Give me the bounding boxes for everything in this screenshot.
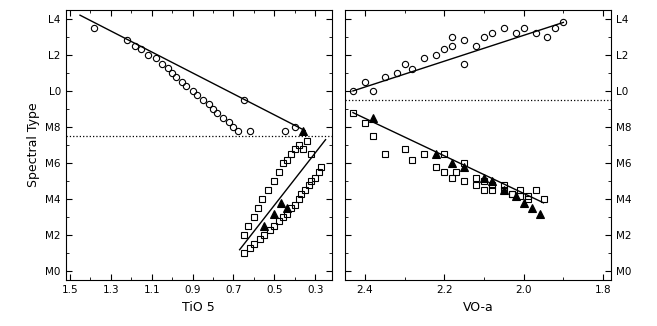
Y-axis label: Spectral Type: Spectral Type: [27, 103, 40, 187]
X-axis label: VO-a: VO-a: [463, 301, 493, 314]
X-axis label: TiO 5: TiO 5: [183, 301, 215, 314]
